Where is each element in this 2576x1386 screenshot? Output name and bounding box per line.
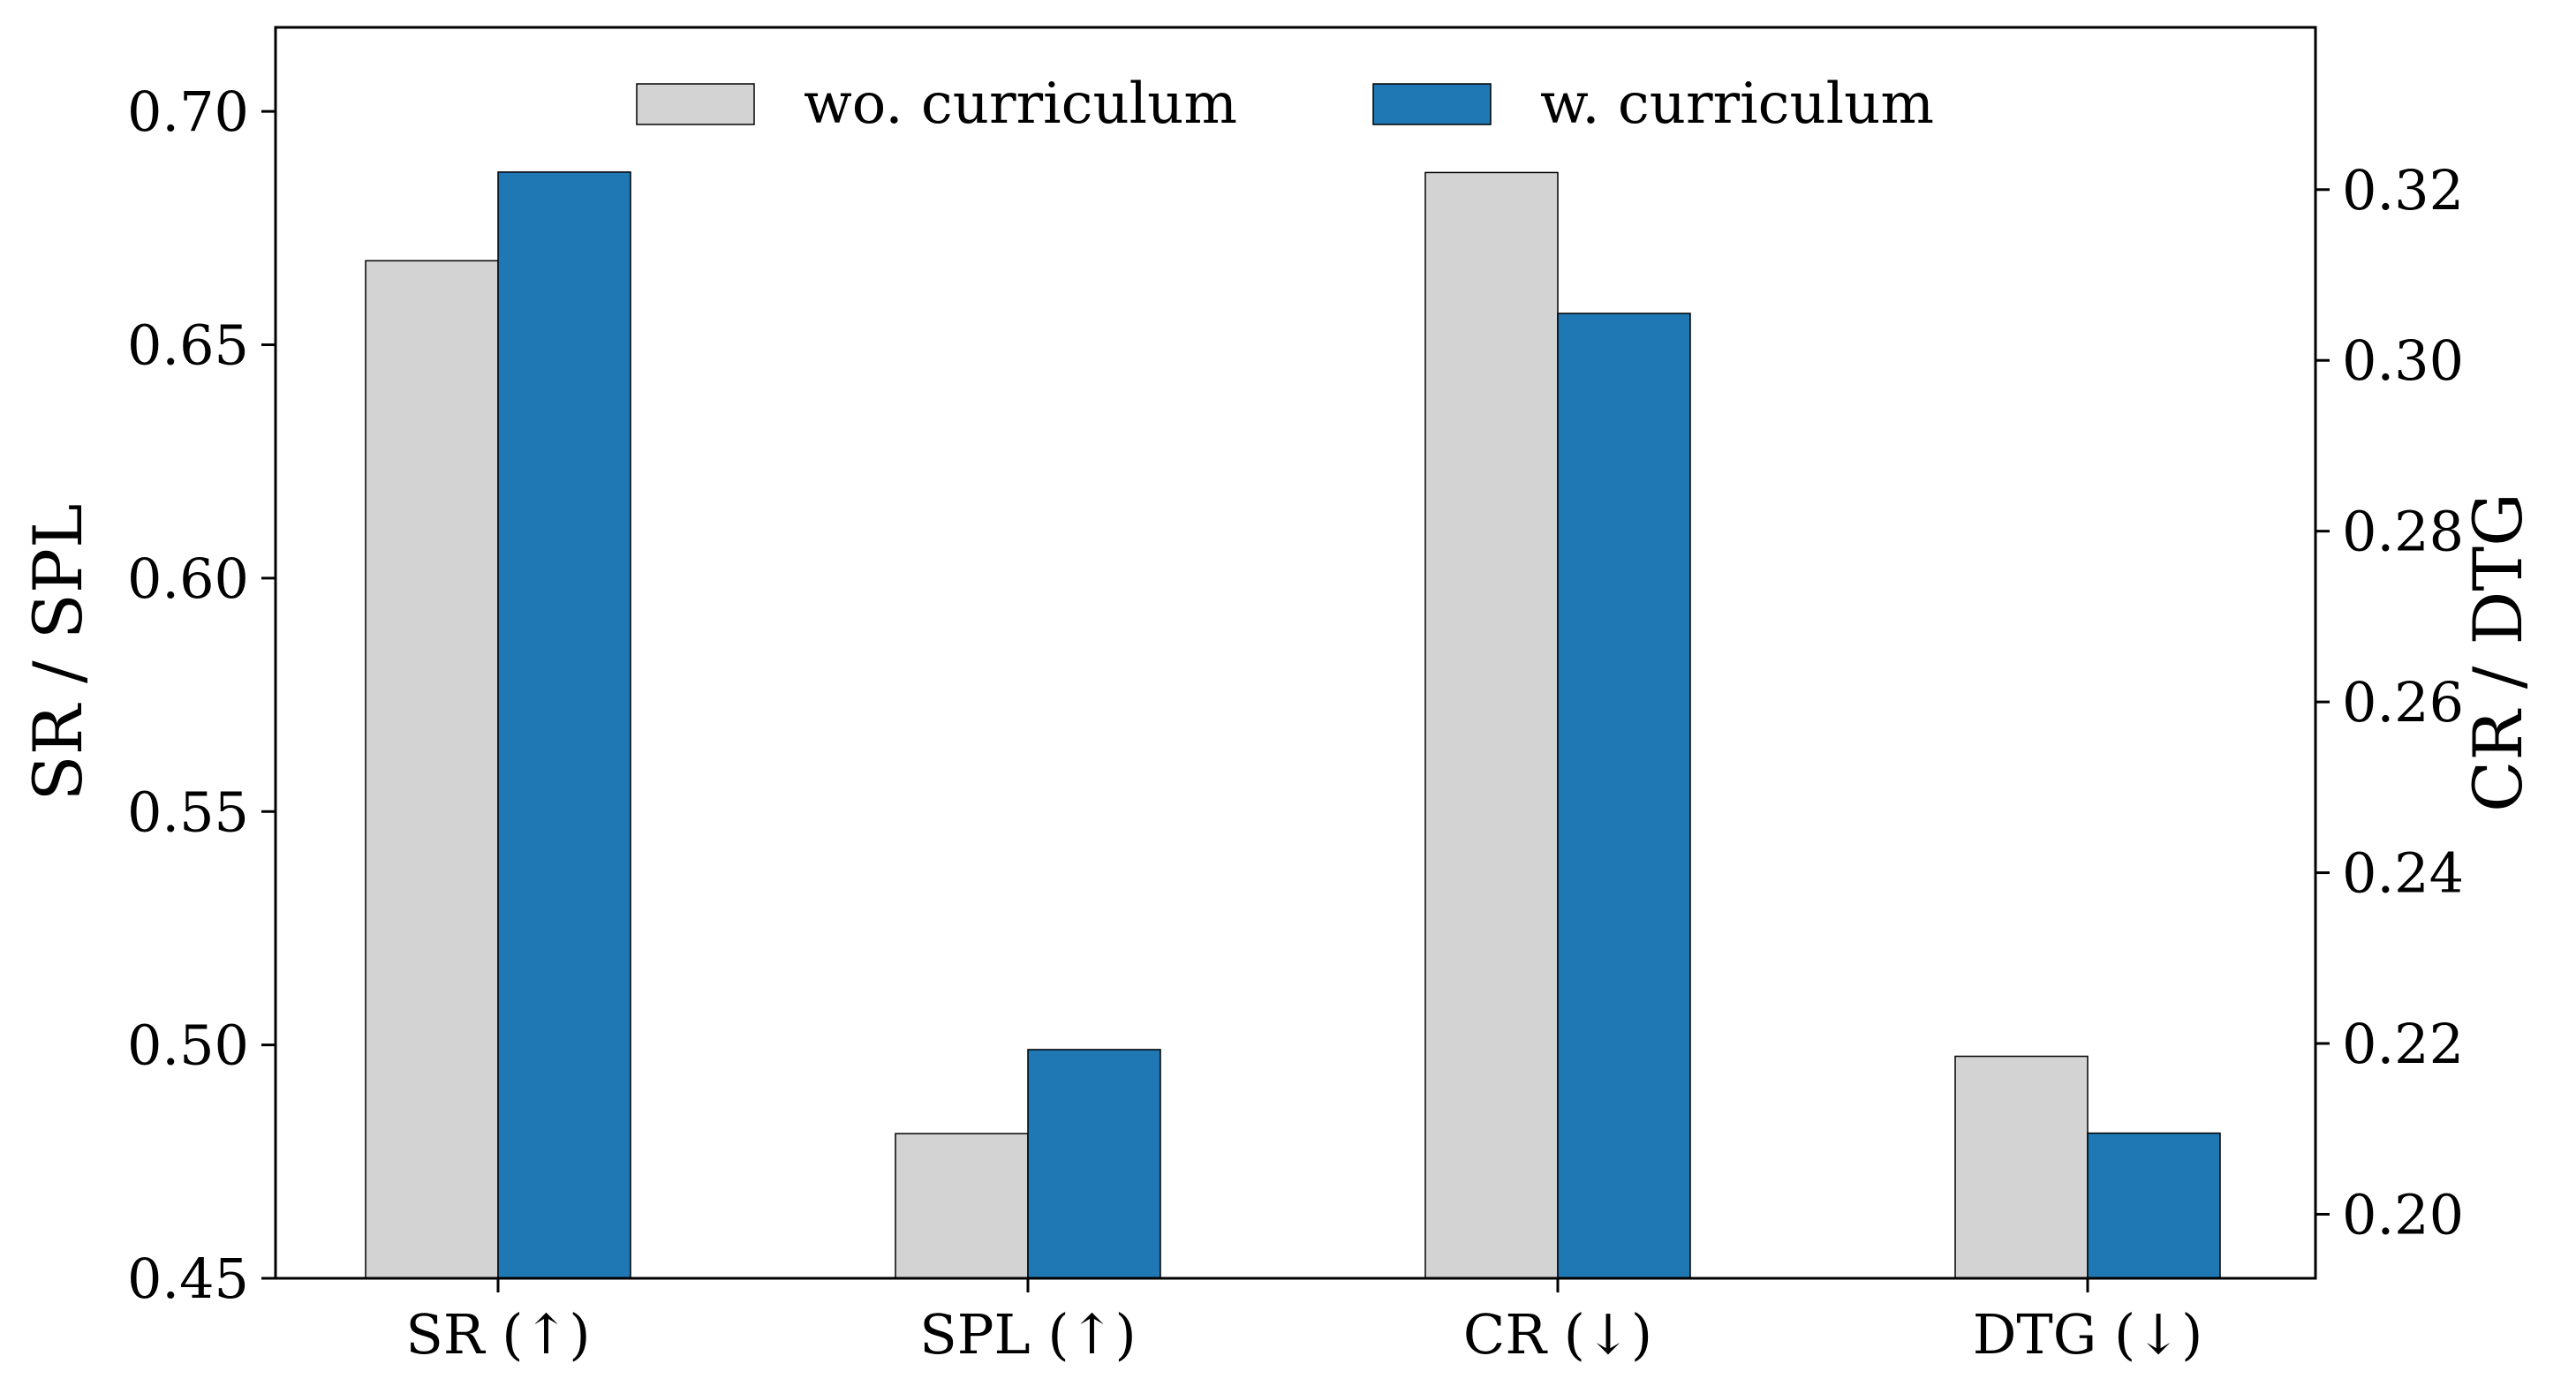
right-y-tick-label: 0.24 [2342,841,2464,906]
x-tick-label: CR (↓) [1463,1302,1652,1367]
right-y-axis-label: CR / DTG [2459,493,2537,812]
legend: wo. curriculum w. curriculum [636,72,1934,137]
right-y-tick-label: 0.22 [2342,1012,2464,1076]
bar-w-curriculum-1 [1027,1049,1161,1279]
bar-wo-curriculum-0 [365,260,499,1279]
x-tick-label: DTG (↓) [1973,1302,2203,1367]
legend-label-w-curriculum: w. curriculum [1540,72,1934,137]
x-tick-label: SPL (↑) [919,1302,1136,1367]
right-y-tick-label: 0.26 [2342,670,2464,734]
legend-swatch-wo-curriculum [636,83,755,125]
legend-swatch-w-curriculum [1372,83,1492,125]
right-y-tick-label: 0.30 [2342,328,2464,393]
bar-w-curriculum-0 [497,171,631,1279]
left-y-tick-label: 0.55 [127,780,249,844]
bars-layer [365,171,2221,1279]
legend-label-wo-curriculum: wo. curriculum [804,72,1237,137]
bar-w-curriculum-2 [1557,313,1691,1279]
left-y-axis-label: SR / SPL [19,504,97,802]
x-tick-label: SR (↑) [405,1302,590,1367]
left-y-axis: 0.45 0.50 0.55 0.60 0.65 0.70 [127,79,276,1311]
right-y-tick-label: 0.28 [2342,500,2464,564]
right-y-tick-label: 0.32 [2342,158,2464,222]
bar-w-curriculum-3 [2087,1132,2221,1279]
left-y-tick-label: 0.60 [127,546,249,611]
right-y-axis: 0.20 0.22 0.24 0.26 0.28 0.30 0.32 [2315,158,2464,1247]
left-y-tick-label: 0.45 [127,1247,249,1311]
left-y-tick-label: 0.70 [127,79,249,144]
bar-wo-curriculum-2 [1424,171,1559,1279]
x-axis: SR (↑) SPL (↑) CR (↓) DTG (↓) [405,1278,2202,1367]
left-y-tick-label: 0.65 [127,313,249,378]
plot-frame [274,26,2317,1280]
left-y-tick-label: 0.50 [127,1013,249,1078]
bar-wo-curriculum-3 [1954,1055,2089,1279]
bar-wo-curriculum-1 [895,1133,1029,1279]
right-y-tick-label: 0.20 [2342,1182,2464,1247]
